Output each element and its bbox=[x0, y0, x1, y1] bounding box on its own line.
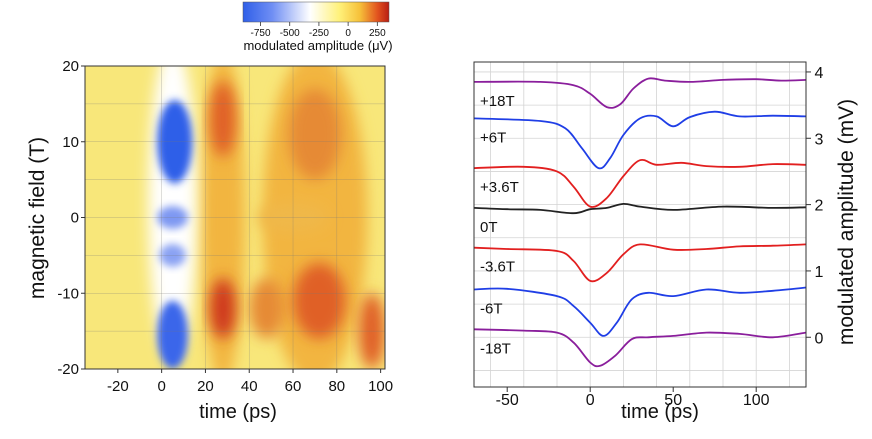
line-y-tick-label: 4 bbox=[815, 65, 824, 82]
colorbar-tick-label: -750 bbox=[251, 28, 271, 39]
heatmap-positive-peak bbox=[293, 262, 346, 339]
line-y-tick-label: 0 bbox=[815, 330, 824, 347]
series-label: -18T bbox=[480, 340, 511, 357]
series-label: +6T bbox=[480, 129, 506, 146]
heatmap-y-ticks: 20 10 0 -10 -20 bbox=[57, 58, 85, 378]
heatmap-y-tick-label: -10 bbox=[57, 285, 79, 302]
series-label: +3.6T bbox=[480, 179, 519, 196]
line-series-group bbox=[474, 77, 806, 368]
line-x-tick-label: 100 bbox=[743, 392, 770, 409]
heatmap-x-tick-label: -20 bbox=[107, 378, 129, 395]
colorbar: -750 -500 -250 0 250 modulated amplitude (μV… bbox=[242, 1, 393, 53]
heatmap-positive-peak bbox=[288, 88, 342, 180]
line-y-axis-label: modulated amplitude (mV) bbox=[835, 99, 858, 345]
line-plot-frame bbox=[473, 61, 807, 388]
series-label: +18T bbox=[480, 93, 515, 110]
heatmap-x-tick-label: 0 bbox=[157, 378, 165, 395]
heatmap-positive-peak bbox=[249, 278, 285, 339]
heatmap-y-tick-label: 20 bbox=[62, 58, 79, 75]
heatmap-x-tick-label: 40 bbox=[241, 378, 258, 395]
line-x-axis-label: time (ps) bbox=[621, 401, 699, 423]
heatmap-gridlines bbox=[85, 66, 385, 369]
colorbar-gradient bbox=[242, 1, 390, 23]
series-line--6T bbox=[474, 286, 806, 337]
heatmap-y-axis-label: magnetic field (T) bbox=[26, 137, 49, 299]
line-panel: +18T +6T +3.6T 0T -3.6T -6T -18T -50 0 50 100 0 1 2… bbox=[473, 61, 858, 423]
series-line--18T bbox=[474, 328, 806, 368]
line-x-tick-label: -50 bbox=[496, 392, 519, 409]
heatmap-positive-peak bbox=[209, 81, 237, 157]
heatmap-x-tick-label: 60 bbox=[285, 378, 302, 395]
heatmap-y-tick-label: 0 bbox=[71, 210, 79, 227]
line-x-tick-label: 0 bbox=[586, 392, 595, 409]
line-x-tick-label: 50 bbox=[664, 392, 682, 409]
heatmap-y-tick-label: 10 bbox=[62, 134, 79, 151]
line-y-tick-label: 1 bbox=[815, 264, 824, 281]
line-x-ticks: -50 0 50 100 bbox=[496, 387, 770, 409]
series-line-+18T bbox=[474, 77, 806, 109]
heatmap-positive-peak bbox=[209, 278, 237, 339]
series-labels: +18T +6T +3.6T 0T -3.6T -6T -18T bbox=[480, 93, 519, 357]
heatmap-x-tick-label: 80 bbox=[328, 378, 345, 395]
line-y-tick-label: 3 bbox=[815, 131, 824, 148]
colorbar-ticks: -750 -500 -250 0 250 bbox=[251, 22, 386, 39]
series-line-0T bbox=[474, 202, 806, 215]
heatmap-x-tick-label: 20 bbox=[197, 378, 214, 395]
colorbar-label: modulated amplitude (μV) bbox=[243, 38, 392, 53]
heatmap-negative-dip bbox=[157, 300, 188, 369]
series-label: -3.6T bbox=[480, 259, 515, 276]
heatmap-x-ticks: -20 0 20 40 60 80 100 bbox=[107, 369, 393, 395]
colorbar-tick-label: 0 bbox=[345, 28, 351, 39]
colorbar-tick-label: -250 bbox=[309, 28, 329, 39]
line-y-tick-label: 2 bbox=[815, 198, 824, 215]
colorbar-tick-label: -500 bbox=[280, 28, 300, 39]
heatmap-x-axis-label: time (ps) bbox=[199, 401, 277, 423]
colorbar-tick-label: 250 bbox=[369, 28, 386, 39]
series-line--3.6T bbox=[474, 243, 806, 283]
heatmap-y-tick-label: -20 bbox=[57, 361, 79, 378]
series-line-+6T bbox=[474, 110, 806, 170]
series-label: -6T bbox=[480, 301, 503, 318]
series-line-+3.6T bbox=[474, 158, 806, 208]
series-label: 0T bbox=[480, 219, 498, 236]
heatmap-x-tick-label: 100 bbox=[368, 378, 393, 395]
line-y-ticks: 0 1 2 3 4 bbox=[806, 65, 824, 347]
